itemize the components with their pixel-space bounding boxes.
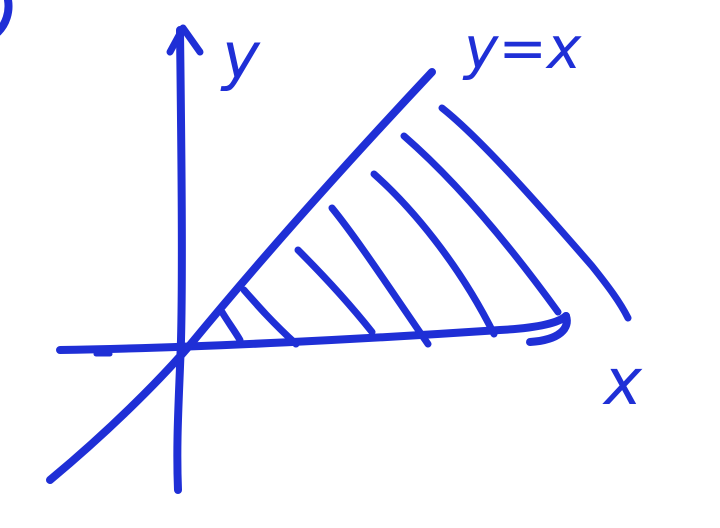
line-equation-label: y=x (462, 14, 582, 82)
hand-drawn-strokes (0, 0, 632, 494)
hatch-line (438, 104, 632, 322)
y-axis-arrowhead (166, 24, 204, 56)
hatch-line (370, 170, 498, 338)
region-bottom-curl (526, 312, 571, 346)
hatch-line (328, 204, 432, 348)
corner-stroke (0, 0, 13, 36)
x-axis (56, 312, 570, 354)
hatch-line (400, 132, 562, 316)
y-axis-label: y (220, 20, 261, 94)
axis-labels: y x y=x (220, 14, 643, 420)
y-axis (173, 26, 186, 494)
x-axis-label: x (602, 346, 643, 420)
hatch-line (240, 286, 300, 348)
hatch-line (218, 308, 244, 344)
line-y-equals-x (46, 68, 436, 484)
hatch-line (294, 246, 376, 336)
